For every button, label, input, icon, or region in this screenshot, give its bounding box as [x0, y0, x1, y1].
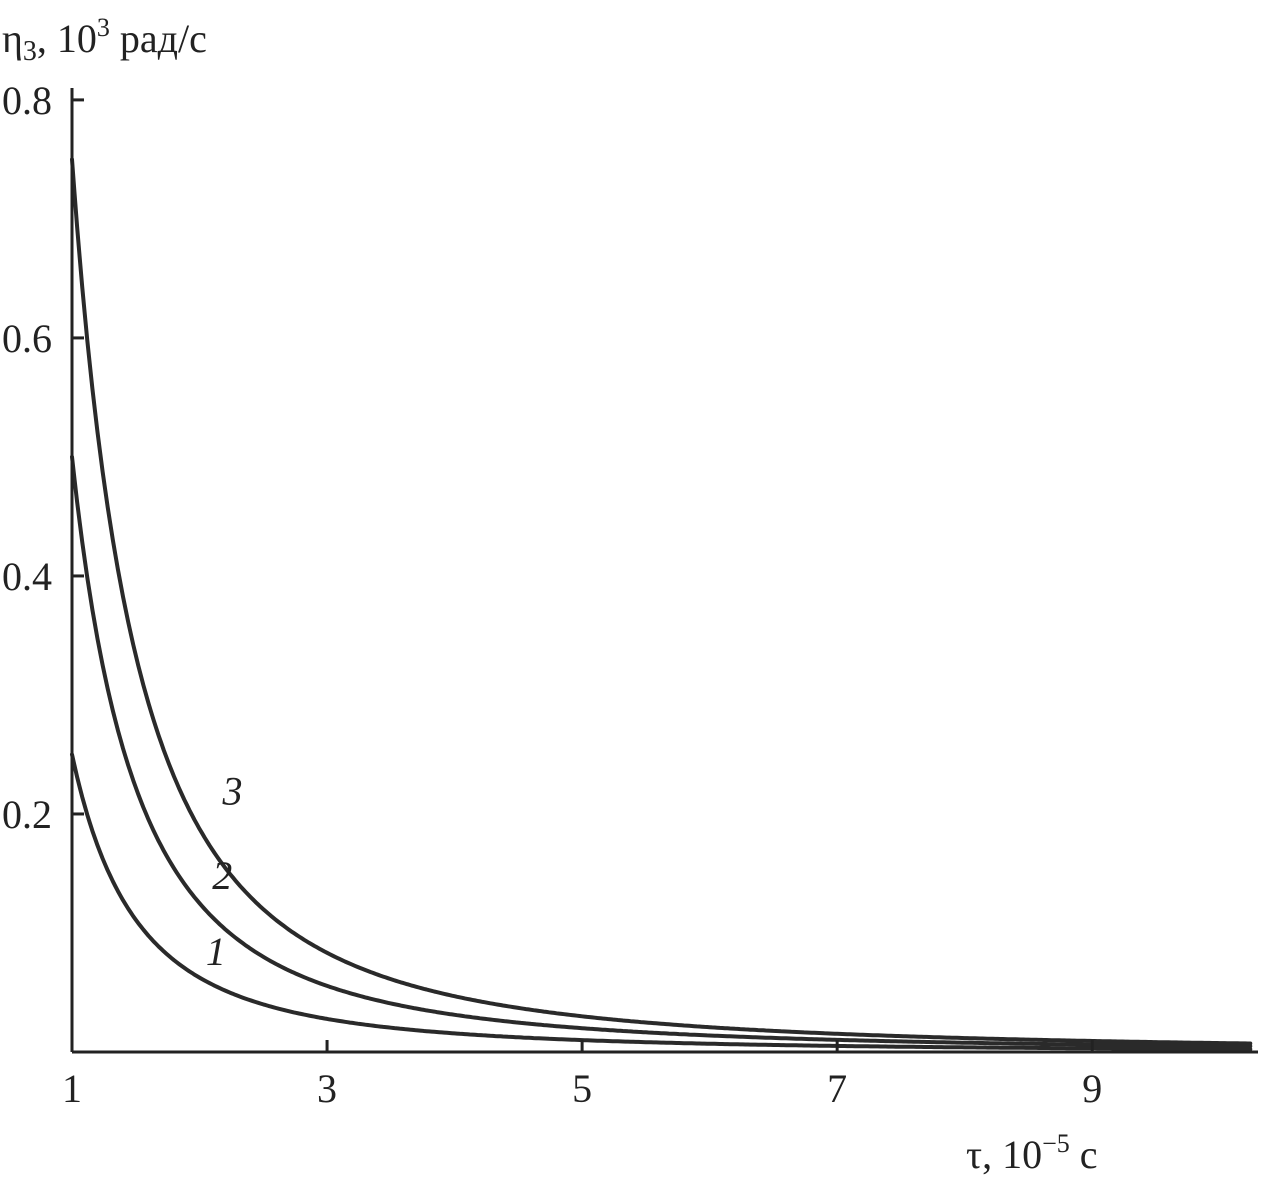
- y-axis-title: η3, 103 рад/с: [2, 13, 207, 67]
- curve-labels-group: 1 2 3: [206, 768, 243, 974]
- curve-label-2: 2: [212, 853, 232, 898]
- curve-label-3: 3: [221, 768, 242, 813]
- y-axis-prefix: , 10: [37, 16, 97, 61]
- x-tick-label: 7: [827, 1066, 847, 1111]
- y-tick-label: 0.6: [2, 316, 52, 361]
- x-tick-label: 9: [1082, 1066, 1102, 1111]
- x-axis-title: τ, 10−5 с: [966, 1129, 1098, 1177]
- y-axis-unit: рад/с: [110, 16, 207, 61]
- x-axis-symbol: τ: [966, 1132, 982, 1177]
- y-tick-label: 0.4: [2, 554, 52, 599]
- axes-group: [70, 88, 1258, 1054]
- series-3-line: [70, 157, 1253, 1046]
- x-tick-label: 5: [572, 1066, 592, 1111]
- y-tick-label: 0.8: [2, 78, 52, 123]
- y-axis-symbol: η: [2, 16, 23, 61]
- x-axis-power: −5: [1042, 1129, 1070, 1158]
- y-axis-subscript: 3: [23, 36, 37, 67]
- series-1-line: [70, 752, 1253, 1052]
- x-tick-label: 3: [317, 1066, 337, 1111]
- curves-group: [70, 157, 1253, 1052]
- series-2-line: [70, 454, 1253, 1049]
- x-axis-unit: с: [1070, 1132, 1098, 1177]
- y-tick-label: 0.2: [2, 792, 52, 837]
- x-axis-prefix: , 10: [982, 1132, 1042, 1177]
- curve-label-1: 1: [206, 929, 226, 974]
- x-tick-label: 1: [62, 1066, 82, 1111]
- y-axis-power: 3: [97, 13, 110, 42]
- ticks-group: 1 3 5 7 9 0.2 0.4 0.6 0.8: [2, 78, 1102, 1111]
